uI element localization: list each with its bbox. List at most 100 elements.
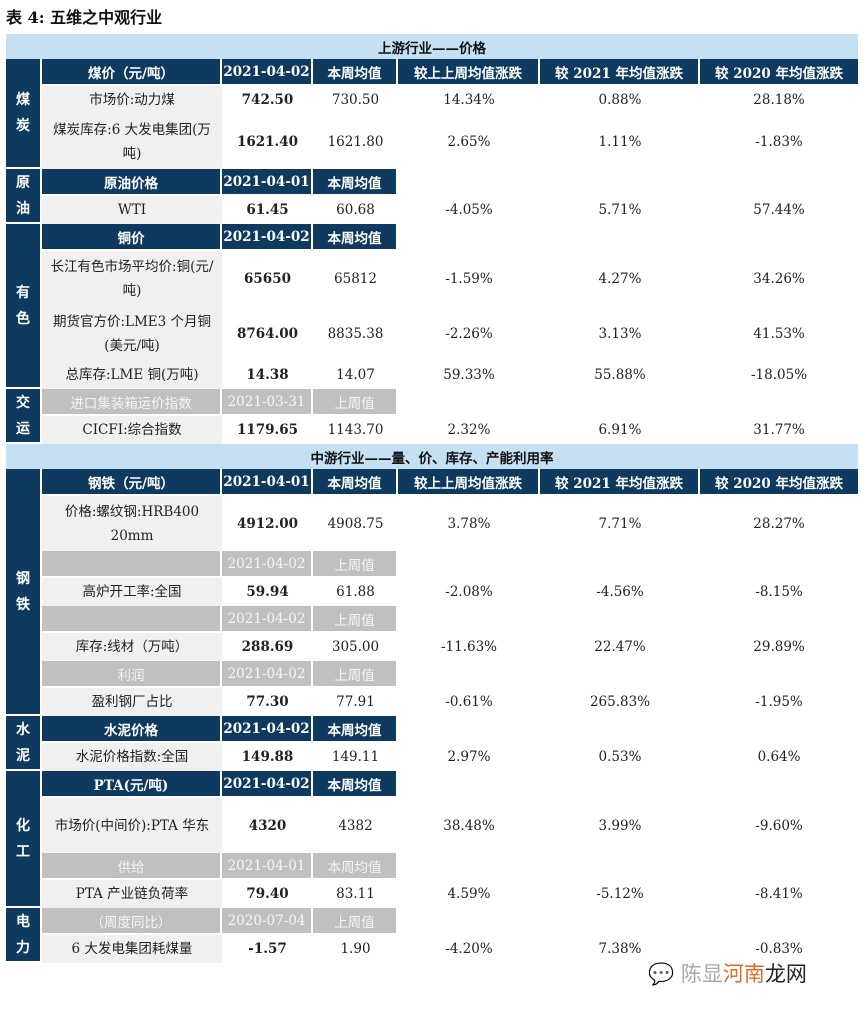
empty-cell [700,551,858,578]
category-label: 原油 [6,169,42,224]
table-row: 长江有色市场平均价:铜(元/吨) 65650 65812 -1.59% 4.27% 34.… [6,251,858,306]
change-value: 0.88% [598,92,642,108]
change-value: 41.53% [753,325,805,342]
change-value: -1.95% [755,694,803,710]
latest-value: 65650 [244,270,291,287]
row-label: 水泥价格指数:全国 [42,743,222,771]
header-date: 2021-04-01 [222,853,313,880]
latest-value: 61.45 [246,202,289,218]
header-label: 进口集装箱运价指数 [42,389,222,416]
table-row: 市场价(中间价):PTA 华东 4320 4382 38.48% 3.99% -9.60% [6,798,858,853]
row-label: 总库存:LME 铜(万吨) [42,361,222,389]
empty-cell [398,551,540,578]
category-text: 有色 [16,284,30,327]
table-row: 原油 原油价格 2021-04-01 本周均值 [6,169,858,224]
header-average: 上周值 [313,389,398,416]
table-row: 水泥 水泥价格 2021-04-02 本周均值 [6,716,858,771]
header-date: 2021-04-02 [222,716,313,743]
change-value: 1.11% [598,133,642,150]
change-value: 22.47% [594,639,646,655]
table-row: WTI 61.45 60.68 -4.05% 5.71% 57.44% [6,196,858,224]
change-value: -0.83% [755,941,803,957]
change-value: 3.13% [598,325,642,342]
header-average: 本周均值 [313,716,398,743]
empty-cell [700,224,858,251]
change-value: 0.64% [757,749,801,765]
empty-cell [700,853,858,880]
row-label: 价格:螺纹钢:HRB400 20mm [42,496,222,551]
empty-cell [700,606,858,633]
category-label: 交运 [6,389,42,444]
change-value: 2.65% [447,133,491,150]
empty-cell [540,661,700,688]
change-value: -4.20% [445,941,493,957]
change-value: 0.53% [598,749,642,765]
table-row: 2021-04-02 上周值 [6,606,858,633]
table-row: PTA 产业链负荷率 79.40 83.11 4.59% -5.12% -8.41% [6,880,858,908]
header-average: 本周均值 [313,469,398,496]
latest-value: 14.38 [246,367,289,383]
watermark-text: 河南 [722,962,765,986]
latest-value: 59.94 [246,584,289,600]
change-header: 较 2021 年均值涨跌 [540,469,700,496]
header-date: 2021-04-02 [222,224,313,251]
header-date: 2021-04-02 [222,551,313,578]
section-header: 上游行业——价格 [6,34,859,59]
change-value: 4.59% [447,886,491,902]
header-label [42,606,222,633]
average-value: 1143.70 [327,422,384,438]
change-value: -0.61% [445,694,493,710]
category-label: 钢铁 [6,469,42,716]
change-value: -2.08% [445,584,493,600]
empty-cell [540,771,700,798]
latest-value: 742.50 [241,92,294,108]
change-value: 57.44% [753,202,805,218]
header-average: 本周均值 [313,853,398,880]
header-average: 本周均值 [313,169,398,196]
empty-cell [700,908,858,935]
change-header: 较上上周均值涨跌 [398,469,540,496]
latest-value: 8764.00 [236,325,299,342]
row-label: 6 大发电集团耗煤量 [42,935,222,963]
latest-value: 1621.40 [236,133,299,150]
watermark-text: 龙网 [764,962,807,986]
empty-cell [398,224,540,251]
average-value: 60.68 [336,202,375,218]
latest-value: 77.30 [246,694,289,710]
header-label: 铜价 [42,224,222,251]
change-value: -8.15% [755,584,803,600]
change-value: 2.32% [447,422,491,438]
header-average: 上周值 [313,606,398,633]
row-label: 库存:线材（万吨） [42,633,222,661]
table-row: 利润 2021-04-02 上周值 [6,661,858,688]
change-header: 较 2020 年均值涨跌 [700,59,859,86]
header-label: 煤价（元/吨） [42,59,222,86]
header-average: 上周值 [313,661,398,688]
table-row: 供给 2021-04-01 本周均值 [6,853,858,880]
change-value: 4.27% [598,270,642,287]
empty-cell [700,661,858,688]
row-label: 长江有色市场平均价:铜(元/吨) [42,251,222,306]
row-label: 高炉开工率:全国 [42,578,222,606]
empty-cell [540,389,700,416]
row-label: 盈利钢厂占比 [42,688,222,716]
header-label: 原油价格 [42,169,222,196]
empty-cell [540,606,700,633]
row-label: 市场价(中间价):PTA 华东 [42,798,222,853]
change-value: 6.91% [598,422,642,438]
table-row: 6 大发电集团耗煤量 -1.57 1.90 -4.20% 7.38% -0.83% [6,935,858,963]
category-label: 有色 [6,224,42,389]
table-row: 交运 进口集装箱运价指数 2021-03-31 上周值 [6,389,858,444]
change-header: 较 2021 年均值涨跌 [540,59,700,86]
header-average: 上周值 [313,551,398,578]
table-row: 钢铁 钢铁（元/吨） 2021-04-01 本周均值 较上上周均值涨跌较 2021 年均… [6,469,859,716]
category-text: 水泥 [16,721,30,764]
change-value: -4.05% [445,202,493,218]
change-value: -1.59% [445,270,493,287]
header-date: 2021-04-02 [222,59,313,86]
table-row: CICFI:综合指数 1179.65 1143.70 2.32% 6.91% 31.77% [6,416,858,444]
category-text: 交运 [16,394,30,437]
change-value: 5.71% [598,202,642,218]
change-value: 34.26% [753,270,805,287]
empty-cell [398,908,540,935]
